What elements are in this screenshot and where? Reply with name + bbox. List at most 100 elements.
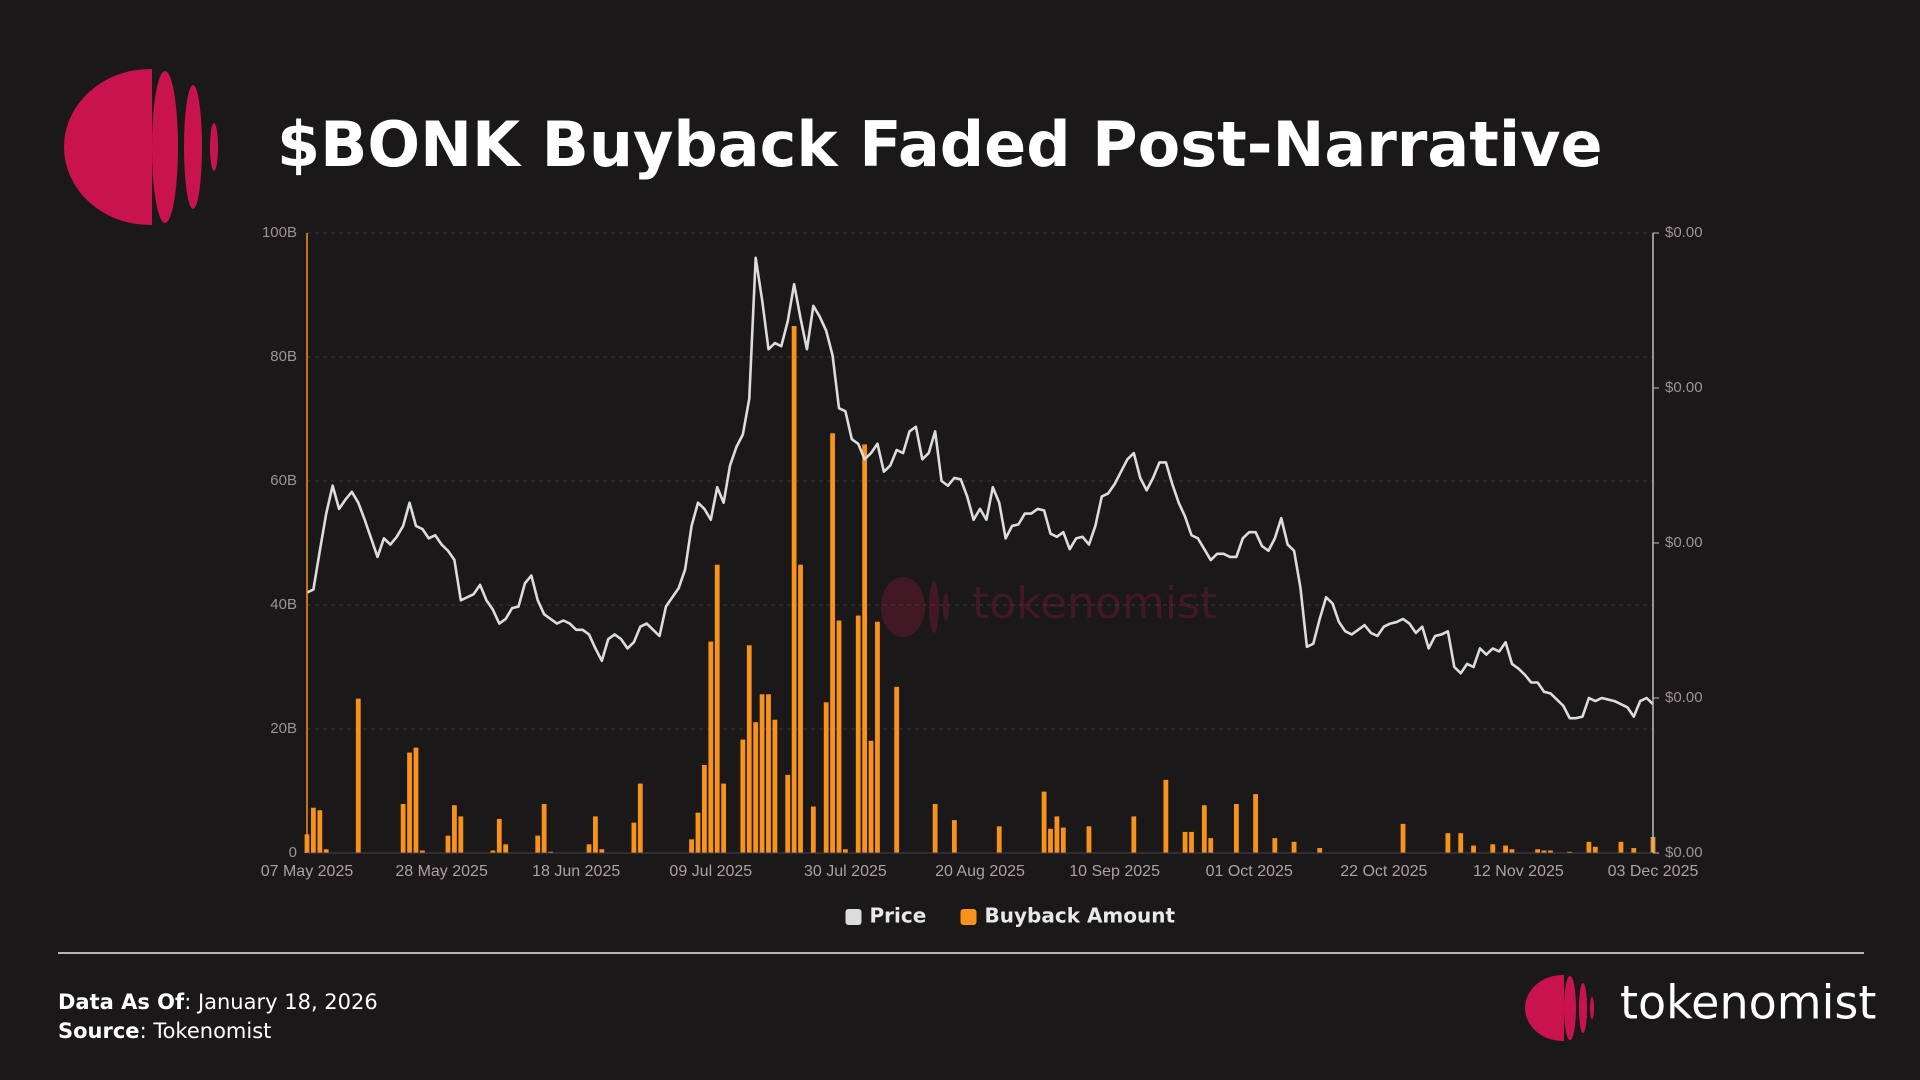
y-tick-label: 20B	[270, 720, 297, 737]
legend-item[interactable]: Buyback Amount	[960, 904, 1176, 928]
bar	[1233, 804, 1239, 853]
bar	[400, 804, 406, 853]
bar	[496, 818, 502, 853]
bar	[785, 774, 791, 853]
chart-title: $BONK Buyback Faded Post-Narrative	[277, 108, 1603, 181]
bar	[810, 806, 816, 853]
y2-tick-label: $0.00	[1665, 379, 1703, 396]
bar	[708, 641, 714, 853]
y2-tick-label: $0.00	[1665, 224, 1703, 241]
bar	[1471, 845, 1476, 853]
y-tick-label: 100B	[262, 224, 297, 241]
source: Source: Tokenomist	[58, 1019, 271, 1043]
legend-swatch	[845, 909, 862, 925]
bar	[407, 752, 412, 853]
bar	[1586, 841, 1592, 853]
bar	[599, 849, 605, 853]
x-tick-label: 22 Oct 2025	[1340, 863, 1427, 880]
footer-logo: tokenomist	[1525, 975, 1876, 1041]
watermark-text: tokenomist	[972, 578, 1217, 629]
source-label: Source	[58, 1019, 140, 1043]
bar	[1548, 850, 1553, 853]
bar	[593, 816, 598, 853]
bar	[1618, 841, 1624, 853]
bar	[1490, 844, 1496, 853]
bar	[830, 433, 835, 853]
bar	[452, 805, 457, 853]
price-line	[306, 256, 1654, 720]
brand-text: tokenomist	[1620, 976, 1876, 1030]
y-tick-label: 80B	[270, 348, 297, 365]
bar	[798, 564, 803, 853]
bar	[689, 839, 694, 853]
bar	[419, 850, 425, 853]
bar	[894, 686, 900, 853]
x-tick-label: 07 May 2025	[261, 863, 354, 880]
data-as-of-value: : January 18, 2026	[184, 990, 378, 1014]
bar	[1541, 850, 1547, 853]
bar	[1163, 779, 1169, 853]
bar	[631, 822, 637, 853]
bar	[1041, 791, 1047, 853]
bar	[1131, 816, 1137, 853]
bar	[1445, 833, 1451, 853]
x-tick-label: 03 Dec 2025	[1608, 863, 1699, 880]
bar	[843, 849, 848, 853]
bar	[951, 820, 957, 853]
bar	[746, 645, 752, 853]
y2-tick-label: $0.00	[1665, 844, 1703, 861]
bar	[445, 835, 451, 853]
bar	[1060, 827, 1066, 853]
bar	[1272, 838, 1278, 853]
x-tick-label: 01 Oct 2025	[1206, 863, 1293, 880]
bar	[503, 844, 509, 853]
x-tick-label: 10 Sep 2025	[1069, 863, 1160, 880]
bar	[823, 702, 829, 853]
bar	[541, 804, 547, 853]
bar	[548, 851, 553, 853]
legend-label: Price	[870, 904, 927, 928]
x-tick-label: 18 Jun 2025	[532, 863, 620, 880]
bar	[355, 698, 361, 853]
y2-tick-label: $0.00	[1665, 534, 1703, 551]
bar	[695, 812, 701, 853]
bar	[1054, 816, 1060, 853]
source-value: : Tokenomist	[140, 1019, 272, 1043]
bar	[996, 826, 1002, 853]
bar	[932, 804, 938, 853]
bar	[772, 719, 778, 853]
y-tick-label: 60B	[270, 472, 297, 489]
bar	[1182, 831, 1188, 853]
watermark: tokenomist	[881, 577, 1217, 637]
bar	[721, 783, 727, 853]
bar	[413, 747, 419, 853]
bar	[1592, 846, 1598, 853]
data-as-of-label: Data As Of	[58, 990, 185, 1014]
bar	[1201, 805, 1207, 853]
y-tick-label: 0	[289, 844, 297, 861]
legend-item[interactable]: Price	[845, 904, 927, 928]
header-logo	[64, 69, 218, 225]
bar	[586, 844, 592, 853]
bar	[323, 849, 329, 853]
bar	[490, 850, 496, 853]
bar	[311, 807, 316, 853]
x-tick-label: 30 Jul 2025	[804, 863, 887, 880]
bar	[766, 694, 771, 853]
bar	[1503, 845, 1508, 853]
bar	[875, 621, 880, 853]
bar	[1291, 841, 1297, 853]
bar	[714, 564, 720, 853]
bar	[1509, 849, 1515, 853]
bar	[855, 615, 861, 853]
bar	[740, 739, 746, 853]
bar	[1567, 851, 1573, 853]
plot: 0 20B 40B 60B 80B 100B $0.00 $0.00 $0.00 $0.00 $0.…	[261, 224, 1703, 928]
bar	[458, 816, 464, 853]
bar	[753, 722, 759, 853]
bar	[759, 694, 765, 853]
legend-swatch	[960, 909, 977, 925]
bar	[868, 740, 874, 853]
